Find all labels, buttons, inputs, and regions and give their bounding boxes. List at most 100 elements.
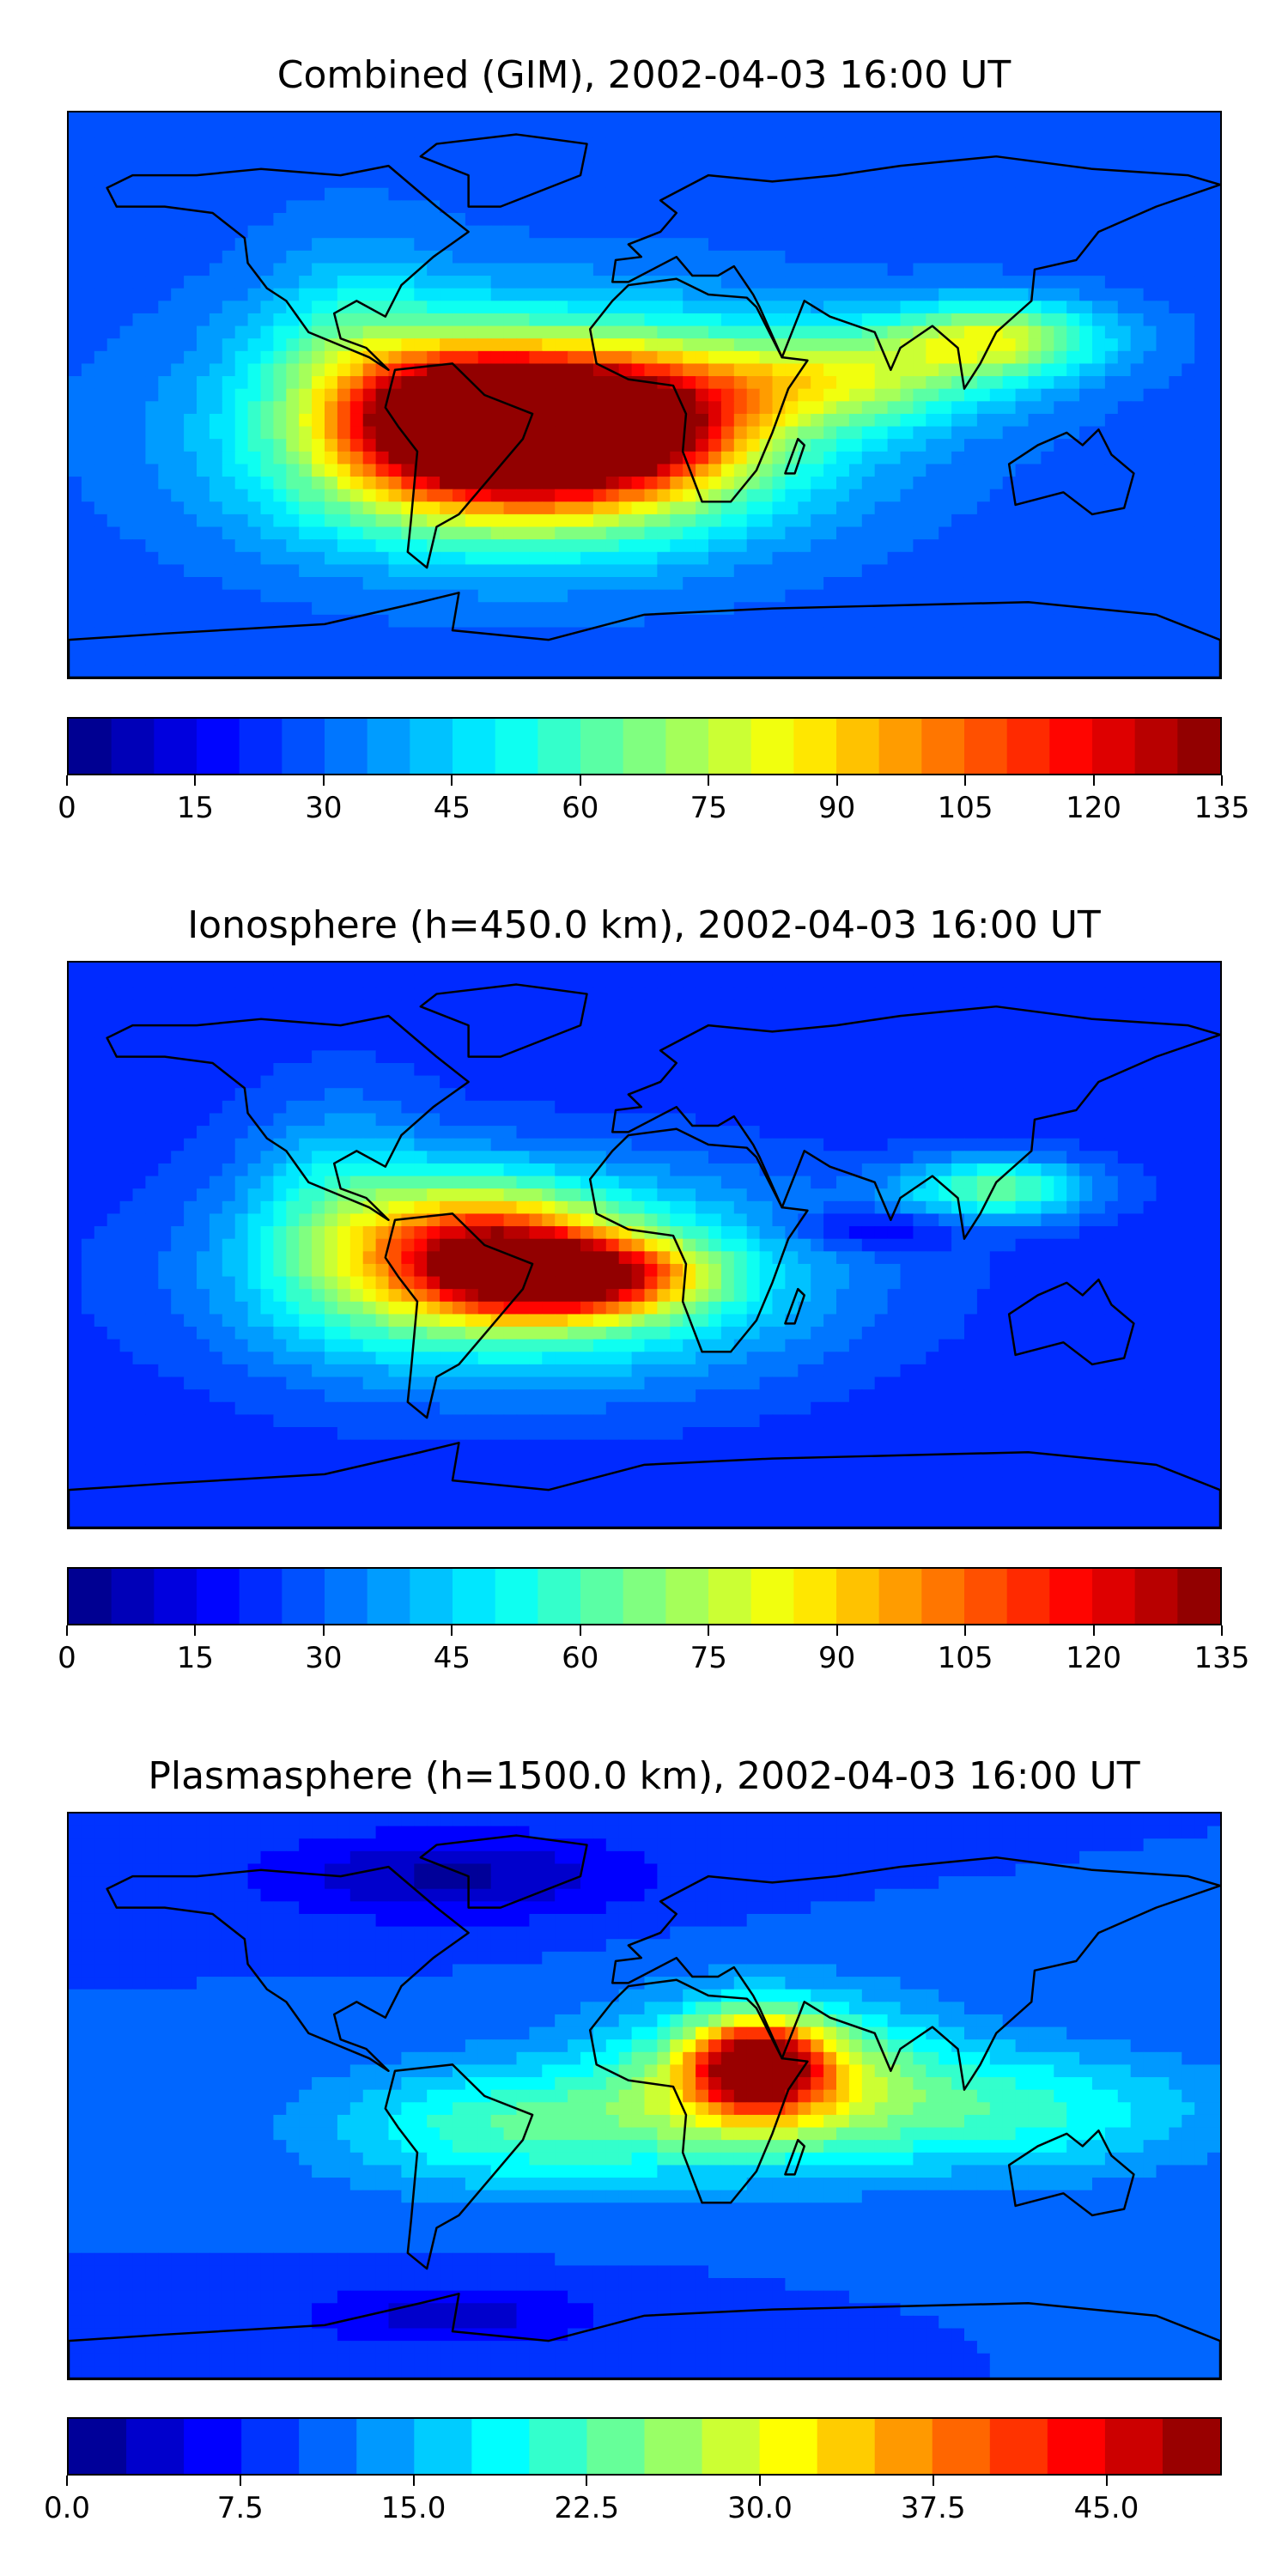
heatmap-cell bbox=[939, 987, 952, 1001]
heatmap-cell bbox=[836, 564, 850, 578]
heatmap-cell bbox=[1194, 987, 1208, 1001]
heatmap-cell bbox=[874, 1025, 889, 1039]
heatmap-cell bbox=[1207, 589, 1220, 603]
heatmap-cell bbox=[247, 439, 262, 453]
heatmap-cell bbox=[580, 162, 594, 176]
heatmap-cell bbox=[874, 489, 889, 502]
heatmap-cell bbox=[1104, 513, 1119, 528]
heatmap-cell bbox=[312, 451, 325, 465]
heatmap-cell bbox=[939, 313, 952, 327]
heatmap-cell bbox=[477, 413, 492, 428]
heatmap-cell bbox=[362, 288, 377, 301]
heatmap-cell bbox=[440, 401, 453, 415]
heatmap-cell bbox=[362, 987, 377, 1001]
heatmap-cell bbox=[1002, 501, 1017, 515]
heatmap-cell bbox=[759, 276, 774, 289]
heatmap-cell bbox=[733, 276, 748, 289]
heatmap-cell bbox=[273, 225, 287, 239]
heatmap-cell bbox=[477, 238, 492, 252]
heatmap-cell bbox=[1143, 999, 1157, 1014]
heatmap-cell bbox=[848, 276, 863, 289]
heatmap-cell bbox=[427, 963, 440, 976]
heatmap-cell bbox=[209, 376, 223, 390]
heatmap-cell bbox=[708, 263, 722, 276]
heatmap-cell bbox=[362, 401, 377, 415]
heatmap-cell bbox=[657, 125, 671, 138]
heatmap-cell bbox=[1041, 313, 1054, 327]
heatmap-cell bbox=[976, 137, 991, 151]
heatmap-cell bbox=[823, 162, 837, 176]
heatmap-cell bbox=[132, 1025, 146, 1039]
heatmap-cell bbox=[516, 388, 530, 402]
heatmap-cell bbox=[375, 288, 390, 301]
heatmap-cell bbox=[683, 489, 696, 502]
heatmap-cell bbox=[312, 464, 325, 477]
heatmap-cell bbox=[132, 439, 146, 453]
heatmap-cell bbox=[299, 1050, 313, 1064]
heatmap-cell bbox=[900, 489, 914, 502]
heatmap-cell bbox=[362, 513, 377, 528]
heatmap-cell bbox=[325, 1012, 338, 1026]
heatmap-cell bbox=[234, 539, 249, 553]
heatmap-cell bbox=[1156, 999, 1170, 1014]
heatmap-cell bbox=[696, 212, 709, 227]
heatmap-cell bbox=[273, 401, 287, 415]
heatmap-cell bbox=[1066, 1037, 1080, 1051]
heatmap-cell bbox=[720, 376, 735, 390]
heatmap-cell bbox=[503, 350, 518, 365]
heatmap-cell bbox=[529, 1075, 543, 1089]
heatmap-cell bbox=[490, 175, 505, 189]
heatmap-cell bbox=[1182, 225, 1195, 239]
heatmap-cell bbox=[503, 112, 518, 126]
heatmap-cell bbox=[106, 401, 121, 415]
heatmap-cell bbox=[708, 1037, 722, 1051]
heatmap-cell bbox=[106, 325, 121, 339]
heatmap-cell bbox=[1156, 187, 1170, 201]
heatmap-cell bbox=[1079, 225, 1093, 239]
heatmap-cell bbox=[785, 1012, 799, 1026]
heatmap-cell bbox=[1015, 975, 1030, 988]
heatmap-cell bbox=[746, 137, 761, 151]
heatmap-cell bbox=[542, 238, 556, 252]
heatmap-cell bbox=[887, 1075, 902, 1089]
heatmap-cell bbox=[516, 313, 530, 327]
heatmap-cell bbox=[1079, 652, 1093, 665]
heatmap-cell bbox=[286, 388, 300, 402]
heatmap-cell bbox=[414, 250, 428, 264]
heatmap-cell bbox=[1156, 212, 1170, 227]
heatmap-cell bbox=[273, 325, 287, 339]
heatmap-cell bbox=[81, 614, 95, 629]
heatmap-cell bbox=[375, 200, 390, 214]
heatmap-cell bbox=[568, 301, 581, 314]
heatmap-cell bbox=[1194, 489, 1208, 502]
heatmap-cell bbox=[874, 263, 889, 276]
colorbar-segment bbox=[665, 719, 709, 774]
heatmap-cell bbox=[605, 602, 620, 616]
heatmap-cell bbox=[772, 225, 786, 239]
heatmap-cell bbox=[605, 627, 620, 641]
heatmap-cell bbox=[913, 652, 927, 665]
heatmap-cell bbox=[1066, 564, 1080, 578]
heatmap-cell bbox=[209, 513, 223, 528]
heatmap-cell bbox=[683, 1075, 696, 1089]
heatmap-cell bbox=[337, 1012, 351, 1026]
heatmap-cell bbox=[337, 627, 351, 641]
heatmap-cell bbox=[184, 175, 197, 189]
heatmap-cell bbox=[861, 464, 876, 477]
heatmap-cell bbox=[631, 589, 646, 603]
heatmap-cell bbox=[119, 439, 134, 453]
heatmap-cell bbox=[989, 477, 1004, 490]
heatmap-cell bbox=[1015, 225, 1030, 239]
heatmap-cell bbox=[568, 338, 581, 352]
heatmap-cell bbox=[477, 338, 492, 352]
heatmap-cell bbox=[401, 250, 415, 264]
heatmap-cell bbox=[1207, 1050, 1220, 1064]
heatmap-cell bbox=[299, 526, 313, 540]
heatmap-cell bbox=[696, 225, 709, 239]
heatmap-cell bbox=[939, 263, 952, 276]
heatmap-cell bbox=[670, 975, 683, 988]
heatmap-cell bbox=[926, 987, 939, 1001]
heatmap-cell bbox=[362, 1075, 377, 1089]
heatmap-cell bbox=[273, 125, 287, 138]
heatmap-cell bbox=[1104, 577, 1119, 591]
